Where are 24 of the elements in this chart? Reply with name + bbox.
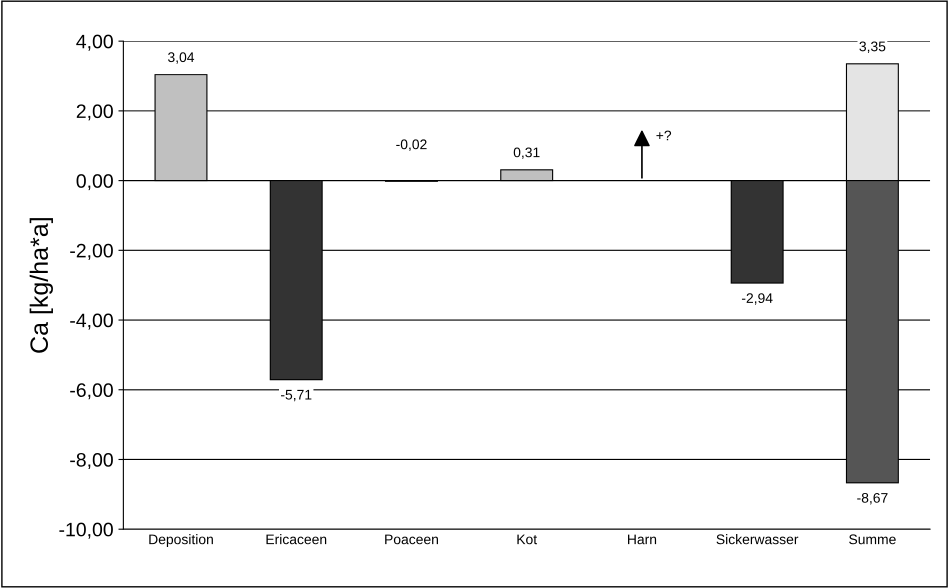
y-tick-label: -10,00	[59, 522, 113, 539]
annotation: +?	[656, 130, 672, 140]
x-tick-label: Poaceen	[385, 534, 438, 544]
y-tick-label: 2,00	[76, 104, 113, 120]
data-label: 0,31	[514, 147, 540, 159]
y-tick-label: -6,00	[70, 383, 113, 400]
y-tick-label: -4,00	[70, 314, 113, 330]
x-tick-label: Deposition	[149, 534, 213, 548]
y-axis-title: Ca [kg/ha*a]	[30, 218, 53, 353]
x-tick-label: Ericaceen	[266, 534, 326, 544]
data-label: -0,02	[396, 139, 427, 151]
data-label: -8,67	[857, 492, 888, 504]
y-tick-label: 4,00	[76, 34, 113, 51]
x-tick-label: Sickerwasser	[716, 534, 798, 544]
x-tick-label: Harn	[628, 534, 656, 544]
y-tick-label: 0,00	[76, 174, 113, 190]
y-tick-label: -2,00	[70, 244, 113, 260]
y-tick-label: -8,00	[70, 452, 113, 470]
data-label: -2,94	[742, 293, 773, 305]
data-label: -5,71	[281, 390, 312, 402]
x-tick-label: Kot	[517, 534, 538, 544]
data-label: 3,04	[168, 52, 194, 64]
data-label: 3,35	[859, 41, 886, 53]
x-tick-label: Summe	[849, 534, 896, 544]
